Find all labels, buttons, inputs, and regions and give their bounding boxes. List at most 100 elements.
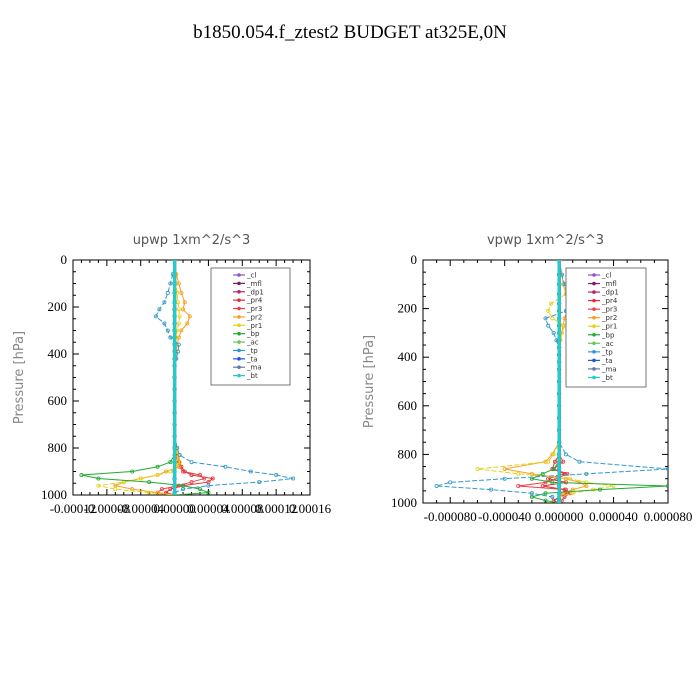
- legend-marker: [592, 324, 596, 329]
- series-point-pr1: [546, 459, 551, 464]
- legend-entry: _ma: [601, 365, 617, 373]
- legend-marker: [237, 281, 241, 286]
- series-point-bt: [172, 260, 177, 262]
- series-point-bt: [557, 483, 562, 488]
- series-point-tp: [489, 487, 494, 492]
- legend-entry: _bp: [601, 331, 615, 339]
- x-tick-label: 0.000000: [535, 509, 584, 524]
- legend-entry: _dp1: [601, 289, 619, 297]
- series-point-pr2: [187, 314, 192, 319]
- series-point-bt: [557, 379, 562, 384]
- x-tick-label: -0.000080: [424, 509, 477, 524]
- x-tick-label: 0.000080: [644, 509, 693, 524]
- legend-entry: _cl: [601, 272, 611, 280]
- series-point-pr1: [584, 480, 589, 485]
- y-tick-label: 800: [398, 446, 418, 461]
- series-point-tp: [257, 480, 262, 485]
- legend: _cl_mfl_dp1_pr4_pr3_pr2_pr1_bp_ac_tp_ta_…: [210, 267, 291, 386]
- series-point-bt: [172, 483, 177, 488]
- series-point-pr1: [176, 307, 181, 312]
- series-point-tp: [165, 290, 170, 295]
- series-point-tp: [176, 342, 181, 347]
- series-point-bt: [172, 375, 177, 380]
- legend-marker: [237, 289, 241, 294]
- series-point-pr2: [181, 307, 186, 312]
- legend-entry: _ac: [246, 339, 259, 347]
- series-point-bt: [557, 452, 562, 457]
- legend-marker: [592, 341, 596, 346]
- series-point-bt: [172, 490, 177, 495]
- series-point-bt: [557, 428, 562, 433]
- series-point-bt: [172, 476, 177, 481]
- x-tick-label: -0.00008: [84, 501, 131, 516]
- series-point-pr1: [475, 466, 480, 471]
- y-tick-label: 0: [61, 252, 68, 267]
- series-point-pr3: [202, 476, 207, 481]
- series-point-pr1: [568, 476, 573, 481]
- panel-title: vpwp 1xm^2/s^3: [487, 233, 604, 248]
- series-point-bt: [557, 260, 562, 262]
- series-point-bp: [130, 469, 135, 474]
- legend-entry: _ta: [601, 357, 613, 365]
- series-point-pr2: [176, 335, 181, 340]
- legend-entry: _tp: [601, 348, 613, 356]
- legend-entry: _bp: [246, 330, 260, 338]
- series-point-pr4: [553, 459, 558, 464]
- series-point-bp: [197, 487, 202, 492]
- legend-marker: [592, 273, 596, 277]
- legend-entry: _cl: [246, 272, 256, 280]
- x-tick-label: 0.00004: [187, 501, 230, 516]
- series-point-tp: [248, 469, 253, 474]
- legend-marker: [592, 350, 596, 354]
- series-point-bp: [206, 490, 211, 495]
- series-point-bt: [172, 460, 177, 465]
- series-point-tp: [175, 349, 180, 354]
- series-point-pr2: [502, 466, 507, 471]
- x-tick-label: -0.00004: [117, 501, 164, 516]
- series-point-pr3: [189, 480, 194, 485]
- legend-entry: _mfl: [246, 280, 262, 288]
- legend-entry: _ma: [246, 364, 262, 372]
- series-point-tp: [291, 476, 296, 481]
- legend-entry: _pr3: [601, 306, 617, 314]
- series-point-pr3: [181, 469, 186, 474]
- y-axis-label: Pressure [hPa]: [362, 335, 377, 428]
- series-point-bt: [557, 476, 562, 481]
- y-tick-label: 600: [48, 393, 68, 408]
- series-point-tp: [162, 321, 167, 326]
- legend-marker: [237, 373, 241, 378]
- series-point-pr1: [177, 314, 182, 319]
- series-point-pr1: [155, 473, 160, 478]
- series-point-bp: [543, 491, 548, 496]
- legend-entry: _pr4: [246, 297, 263, 305]
- legend-marker: [237, 306, 241, 311]
- series-point-pr1: [96, 483, 101, 488]
- legend-marker: [237, 348, 241, 353]
- series-point-bp: [551, 466, 556, 471]
- series-point-tp: [162, 300, 167, 305]
- series-point-tp: [502, 476, 507, 481]
- series-point-tp: [563, 452, 568, 457]
- legend-marker: [592, 290, 596, 294]
- series-point-bt: [172, 445, 177, 450]
- legend-marker: [237, 357, 241, 361]
- legend: _cl_mfl_dp1_pr4_pr3_pr2_pr1_bp_ac_tp_ta_…: [565, 267, 647, 388]
- y-tick-label: 400: [398, 349, 418, 364]
- y-tick-label: 200: [398, 301, 418, 316]
- legend-marker: [592, 315, 596, 320]
- series-point-bp: [79, 473, 84, 478]
- legend-entry: _pr2: [601, 314, 617, 322]
- legend-entry: _pr3: [246, 305, 262, 313]
- legend-entry: _ac: [601, 340, 614, 348]
- series-point-tp: [181, 487, 186, 492]
- legend-entry: _tp: [246, 347, 258, 355]
- y-tick-label: 400: [48, 346, 68, 361]
- legend-entry: _pr2: [246, 313, 262, 321]
- y-tick-label: 0: [411, 252, 418, 267]
- legend-marker: [237, 273, 241, 277]
- series-point-pr1: [113, 487, 118, 492]
- series-point-tp: [168, 335, 173, 340]
- x-tick-label: 0.00016: [289, 501, 332, 516]
- y-tick-label: 1000: [391, 495, 417, 510]
